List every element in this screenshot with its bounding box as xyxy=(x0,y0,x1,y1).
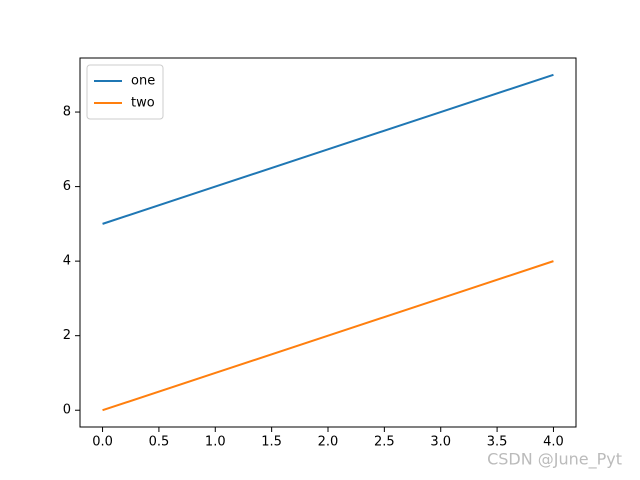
x-tick-label: 0.0 xyxy=(92,435,113,450)
y-tick-label: 4 xyxy=(63,254,71,269)
x-tick-label: 1.0 xyxy=(205,435,226,450)
x-tick-label: 2.5 xyxy=(374,435,395,450)
y-tick-label: 6 xyxy=(63,179,71,194)
plot-frame xyxy=(79,57,577,428)
legend-label: one xyxy=(131,74,155,89)
line xyxy=(102,73,554,225)
x-tick-label: 3.0 xyxy=(430,435,451,450)
y-tick-label: 0 xyxy=(63,403,71,418)
line xyxy=(102,260,554,412)
x-tick-label: 3.5 xyxy=(487,435,508,450)
legend-box xyxy=(86,64,164,120)
x-tick-label: 1.5 xyxy=(261,435,282,450)
y-tick-label: 8 xyxy=(63,105,71,120)
x-tick-label: 4.0 xyxy=(543,435,564,450)
x-tick-label: 0.5 xyxy=(149,435,170,450)
legend-label: two xyxy=(131,96,155,111)
x-tick-label: 2.0 xyxy=(318,435,339,450)
watermark: CSDN @June_Pyt xyxy=(487,450,622,470)
y-tick-label: 2 xyxy=(63,328,71,343)
